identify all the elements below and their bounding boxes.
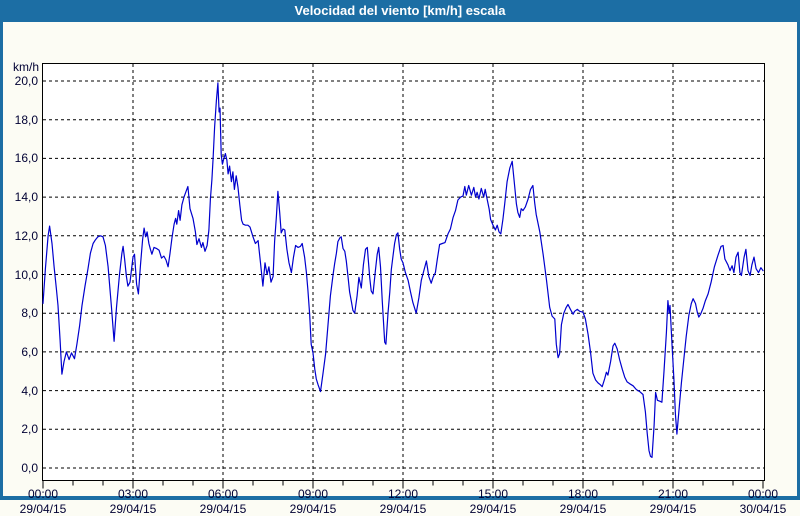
y-axis-label: 2,0 [4,422,38,436]
y-axis-label: 12,0 [4,229,38,243]
chart-window: Velocidad del viento [km/h] escala km/h … [0,0,800,500]
x-axis-date-label: 29/04/15 [7,502,79,516]
plot-area-wrapper: km/h 20,0 18,0 16,0 14,0 12,0 10,0 8,0 6,0 4,0 2,… [3,22,797,496]
y-axis-label: 16,0 [4,151,38,165]
plot-svg [42,63,766,493]
x-axis-date-label: 30/04/15 [727,502,799,516]
y-axis-label: 10,0 [4,268,38,282]
y-axis-label: 14,0 [4,190,38,204]
x-axis-time-label: 21:00 [637,487,709,501]
y-axis-unit-label: km/h [3,60,39,74]
x-axis-date-label: 29/04/15 [457,502,529,516]
y-axis-label: 8,0 [4,306,38,320]
x-axis-time-label: 15:00 [457,487,529,501]
x-axis-time-label: 03:00 [97,487,169,501]
x-axis-date-label: 29/04/15 [367,502,439,516]
x-axis-time-label: 06:00 [187,487,259,501]
x-axis-date-label: 29/04/15 [637,502,709,516]
y-axis-label: 0,0 [4,461,38,475]
x-axis-date-label: 29/04/15 [97,502,169,516]
x-axis-date-label: 29/04/15 [187,502,259,516]
chart-title: Velocidad del viento [km/h] escala [295,3,506,18]
x-axis-time-label: 18:00 [547,487,619,501]
y-axis-label: 6,0 [4,345,38,359]
chart-title-bar: Velocidad del viento [km/h] escala [0,0,800,22]
x-axis-date-label: 29/04/15 [547,502,619,516]
x-axis-time-label: 00:00 [727,487,799,501]
y-axis-label: 20,0 [4,74,38,88]
x-axis-time-label: 00:00 [7,487,79,501]
x-axis-time-label: 12:00 [367,487,439,501]
y-axis-label: 4,0 [4,384,38,398]
y-axis-label: 18,0 [4,113,38,127]
x-axis-date-label: 29/04/15 [277,502,349,516]
x-axis-time-label: 09:00 [277,487,349,501]
